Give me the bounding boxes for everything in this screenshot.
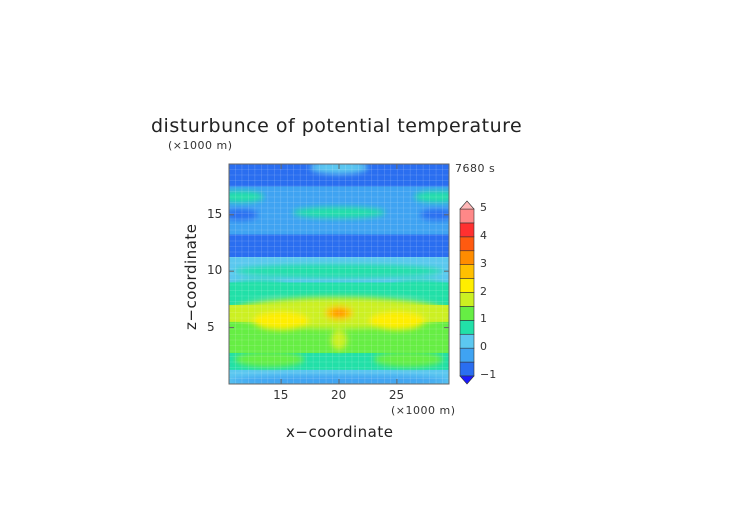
y-tick-label: 5 xyxy=(207,319,215,334)
field-feature xyxy=(385,164,449,178)
colorbar-segment xyxy=(459,250,475,265)
colorbar-tick-label: 3 xyxy=(480,256,487,270)
field-feature xyxy=(229,191,264,203)
colorbar-tick-label: −1 xyxy=(480,368,497,381)
y-tick-label: 15 xyxy=(207,206,223,221)
x-axis-label: x−coordinate xyxy=(286,423,394,441)
field-feature xyxy=(229,164,293,178)
x-tick-label: 20 xyxy=(331,388,347,402)
colorbar-segment xyxy=(459,222,475,238)
field-feature xyxy=(369,311,425,330)
grid-lines xyxy=(229,164,449,384)
time-label: 7680 s xyxy=(455,162,496,175)
field-feature xyxy=(292,206,386,219)
colorbar-segment xyxy=(459,347,475,363)
x-tick-label: 25 xyxy=(388,388,405,402)
field-feature xyxy=(234,351,305,368)
field-feature xyxy=(229,280,287,296)
x-axis-unit: (×1000 m) xyxy=(391,404,456,417)
colorbar-extend-max xyxy=(459,200,475,210)
colorbar-tick-label: 4 xyxy=(480,228,487,242)
chart-title: disturbunce of potential temperature xyxy=(151,115,523,137)
field-feature xyxy=(420,209,449,221)
colorbar-segment xyxy=(459,236,475,252)
y-axis-unit: (×1000 m) xyxy=(168,139,233,152)
colorbar-tick-label: 1 xyxy=(480,312,487,326)
field-feature xyxy=(310,164,368,175)
y-tick-label: 10 xyxy=(207,263,223,278)
field-band xyxy=(229,214,449,235)
field-feature xyxy=(414,191,449,203)
colorbar-segment xyxy=(459,306,475,321)
colorbar-tick-label: 2 xyxy=(480,284,487,298)
colorbar-segment xyxy=(459,278,475,293)
field-feature xyxy=(391,280,449,296)
colorbar-segment xyxy=(459,264,475,279)
field-feature xyxy=(229,209,258,221)
x-tick-label: 15 xyxy=(273,388,289,402)
field-feature xyxy=(330,329,348,351)
field-feature xyxy=(310,237,368,249)
colorbar-segment xyxy=(459,292,475,307)
colorbar-segment xyxy=(459,320,475,335)
colorbar-tick-label: 5 xyxy=(480,201,487,214)
plot-area xyxy=(229,164,449,384)
colorbar-segment xyxy=(459,361,475,377)
colorbar xyxy=(459,200,475,385)
field-feature xyxy=(332,309,346,317)
field-feature xyxy=(234,264,444,278)
colorbar-segment xyxy=(459,208,475,224)
colorbar-tick-label: 0 xyxy=(480,340,487,354)
colorbar-segment xyxy=(459,333,475,349)
y-axis-label: z−coordinate xyxy=(182,223,200,330)
colorbar-extend-min xyxy=(459,375,475,385)
field-feature xyxy=(373,351,444,368)
field-feature xyxy=(253,311,309,330)
